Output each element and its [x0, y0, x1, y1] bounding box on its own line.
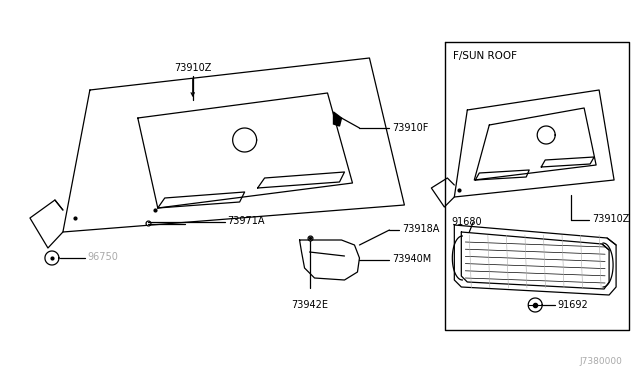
Text: 73910Z: 73910Z [174, 63, 211, 73]
Text: 73940M: 73940M [392, 254, 431, 264]
Text: 91692: 91692 [557, 300, 588, 310]
Polygon shape [333, 112, 342, 126]
Text: J7380000: J7380000 [579, 357, 622, 366]
Text: 73918A: 73918A [403, 224, 440, 234]
Text: 96750: 96750 [88, 252, 119, 262]
Text: 73971A: 73971A [228, 216, 265, 226]
Text: 73942E: 73942E [291, 300, 328, 310]
Text: 73910Z: 73910Z [592, 214, 630, 224]
Text: F/SUN ROOF: F/SUN ROOF [453, 51, 517, 61]
Text: 91680: 91680 [451, 217, 482, 227]
Text: 73910F: 73910F [392, 123, 429, 133]
